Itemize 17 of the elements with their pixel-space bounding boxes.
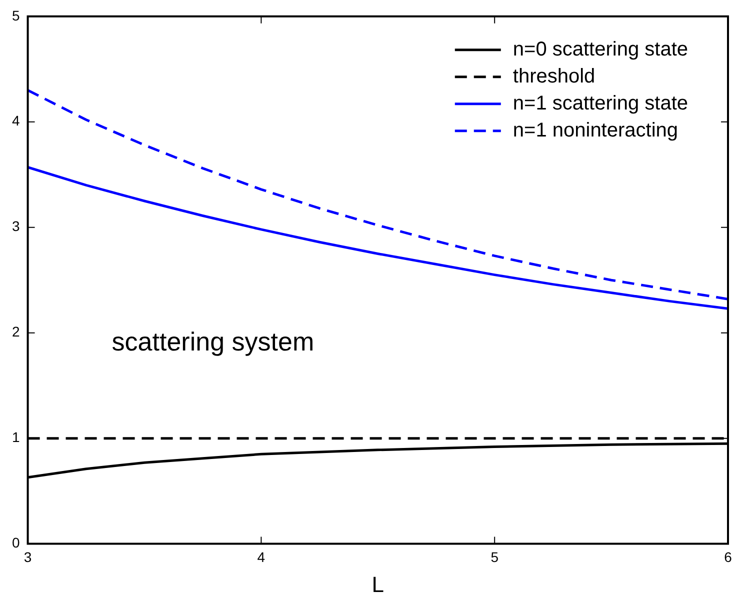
y-tick-label: 2 <box>12 324 20 340</box>
line-series <box>28 88 728 300</box>
legend-label: n=1 noninteracting <box>512 119 678 142</box>
y-tick-label: 1 <box>12 429 20 446</box>
x-tick-label: 5 <box>490 549 499 566</box>
x-axis-title: L <box>372 572 384 597</box>
x-tick-label: 4 <box>257 549 266 566</box>
y-tick-label: 5 <box>12 7 20 24</box>
annotation: scattering system <box>112 326 314 357</box>
x-tick-label: 3 <box>24 549 32 566</box>
x-tick-label: 6 <box>724 549 732 566</box>
legend-label: n=1 scattering state <box>512 92 688 114</box>
y-tick-label: 0 <box>12 534 20 551</box>
legend-label: n=0 scattering state <box>512 38 688 60</box>
y-tick-label: 4 <box>12 112 20 129</box>
legend-label: threshold <box>512 65 596 88</box>
y-tick-label: 3 <box>12 218 20 234</box>
